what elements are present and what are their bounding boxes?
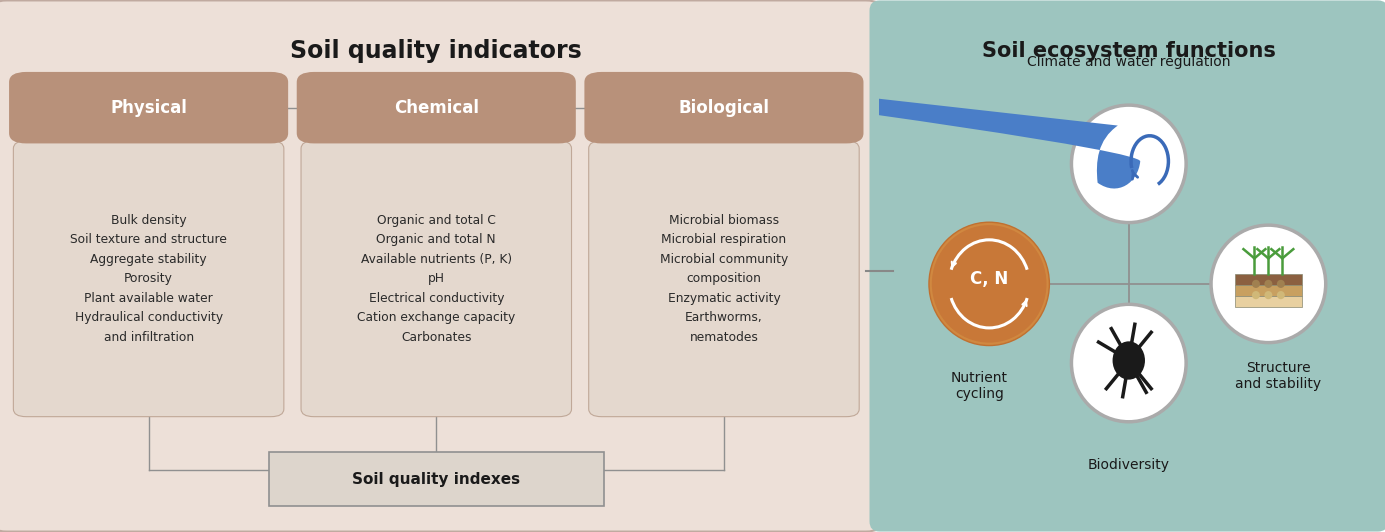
Circle shape (1252, 280, 1260, 288)
Text: Soil quality indexes: Soil quality indexes (352, 472, 521, 487)
FancyBboxPatch shape (14, 141, 284, 417)
Bar (1235, 285, 1302, 296)
Text: Chemical: Chemical (393, 98, 479, 117)
Circle shape (1252, 291, 1260, 299)
FancyBboxPatch shape (301, 141, 572, 417)
Text: C, N: C, N (969, 270, 1008, 288)
Circle shape (1265, 280, 1273, 288)
FancyBboxPatch shape (10, 72, 288, 144)
Text: Bulk density
Soil texture and structure
Aggregate stability
Porosity
Plant avail: Bulk density Soil texture and structure … (71, 214, 227, 344)
Circle shape (1072, 304, 1186, 422)
PathPatch shape (0, 126, 1140, 532)
Circle shape (932, 225, 1047, 343)
Text: Biodiversity: Biodiversity (1087, 458, 1170, 472)
FancyBboxPatch shape (296, 72, 576, 144)
Text: Soil ecosystem functions: Soil ecosystem functions (982, 41, 1276, 62)
Text: Microbial biomass
Microbial respiration
Microbial community
composition
Enzymati: Microbial biomass Microbial respiration … (659, 214, 788, 344)
Ellipse shape (1112, 342, 1145, 380)
Circle shape (1277, 291, 1285, 299)
Circle shape (929, 222, 1050, 346)
Text: Biological: Biological (679, 98, 770, 117)
Text: Soil quality indicators: Soil quality indicators (291, 39, 582, 63)
Circle shape (1277, 280, 1285, 288)
Text: Organic and total C
Organic and total N
Available nutrients (P, K)
pH
Electrical: Organic and total C Organic and total N … (357, 214, 515, 344)
Circle shape (1210, 225, 1325, 343)
Text: Physical: Physical (111, 98, 187, 117)
FancyBboxPatch shape (589, 141, 859, 417)
Text: Structure
and stability: Structure and stability (1235, 361, 1321, 391)
Circle shape (1072, 105, 1186, 222)
Bar (1235, 273, 1302, 285)
FancyBboxPatch shape (870, 1, 1385, 531)
Text: Nutrient
cycling: Nutrient cycling (950, 371, 1008, 401)
Bar (1235, 296, 1302, 307)
FancyBboxPatch shape (584, 72, 863, 144)
Circle shape (1265, 291, 1273, 299)
FancyBboxPatch shape (0, 1, 882, 531)
FancyBboxPatch shape (269, 452, 604, 506)
Text: Climate and water regulation: Climate and water regulation (1028, 55, 1230, 69)
